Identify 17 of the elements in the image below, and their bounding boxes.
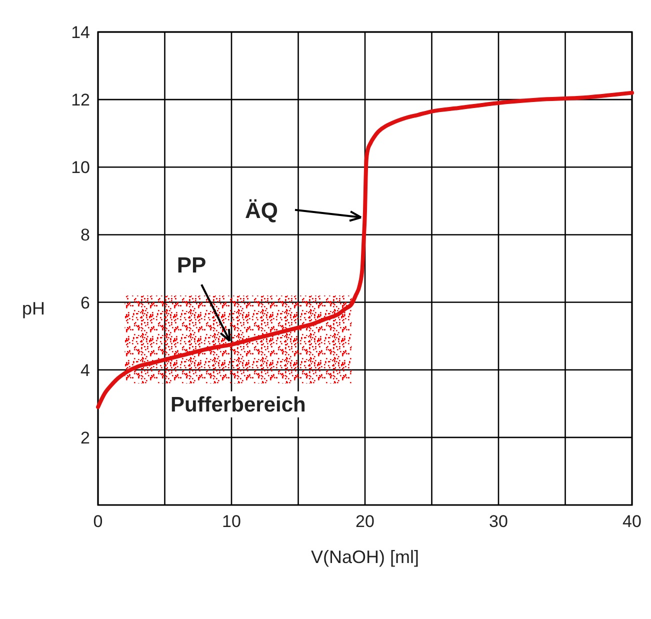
y-tick-label: 14 [71,23,90,42]
annotation: PP [176,252,206,278]
y-tick-label: 12 [71,90,90,110]
x-tick-label: 20 [356,512,374,531]
y-tick-label: 10 [71,158,90,178]
x-tick-label: 40 [622,512,642,531]
y-tick-label: 4 [80,360,90,380]
x-tick-label: 30 [489,512,508,531]
annotation: ÄQ [245,198,278,223]
band-label: Pufferbereich [170,393,306,416]
y-tick-label: 2 [80,428,90,448]
x-tick-label: 0 [93,512,103,531]
y-tick-label: 6 [80,293,90,312]
y-axis-title: pH [22,298,46,318]
y-tick-label: 8 [80,226,90,245]
x-axis-title: V(NaOH) [ml] [311,547,419,567]
x-tick-label: 10 [222,512,241,531]
